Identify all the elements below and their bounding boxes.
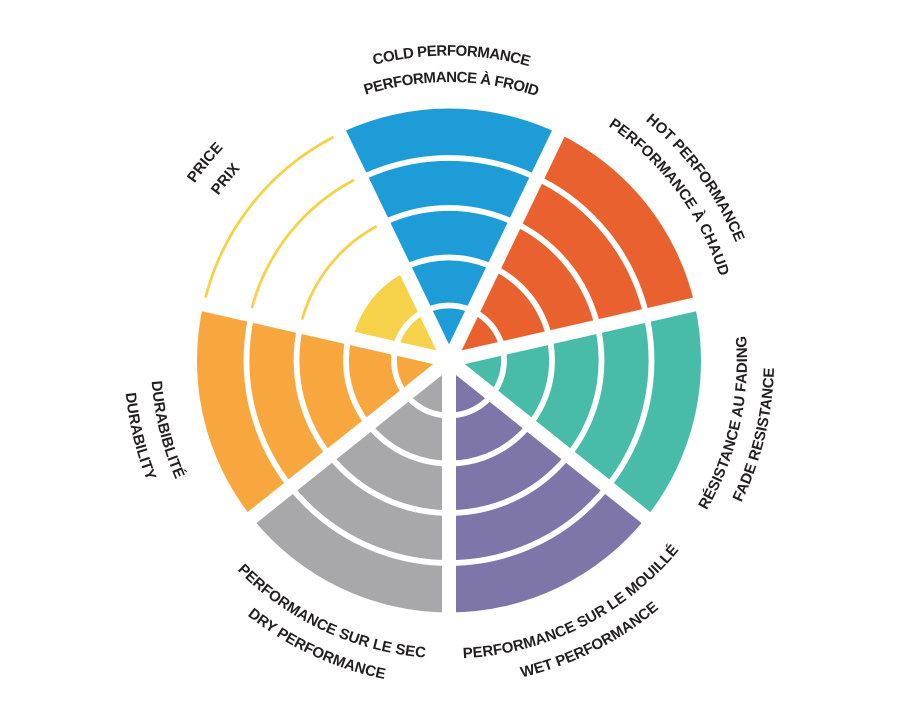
svg-text:PRIX: PRIX xyxy=(208,160,243,198)
svg-text:COLD PERFORMANCE: COLD PERFORMANCE xyxy=(371,42,532,70)
svg-text:PERFORMANCE À FROID: PERFORMANCE À FROID xyxy=(362,69,541,100)
